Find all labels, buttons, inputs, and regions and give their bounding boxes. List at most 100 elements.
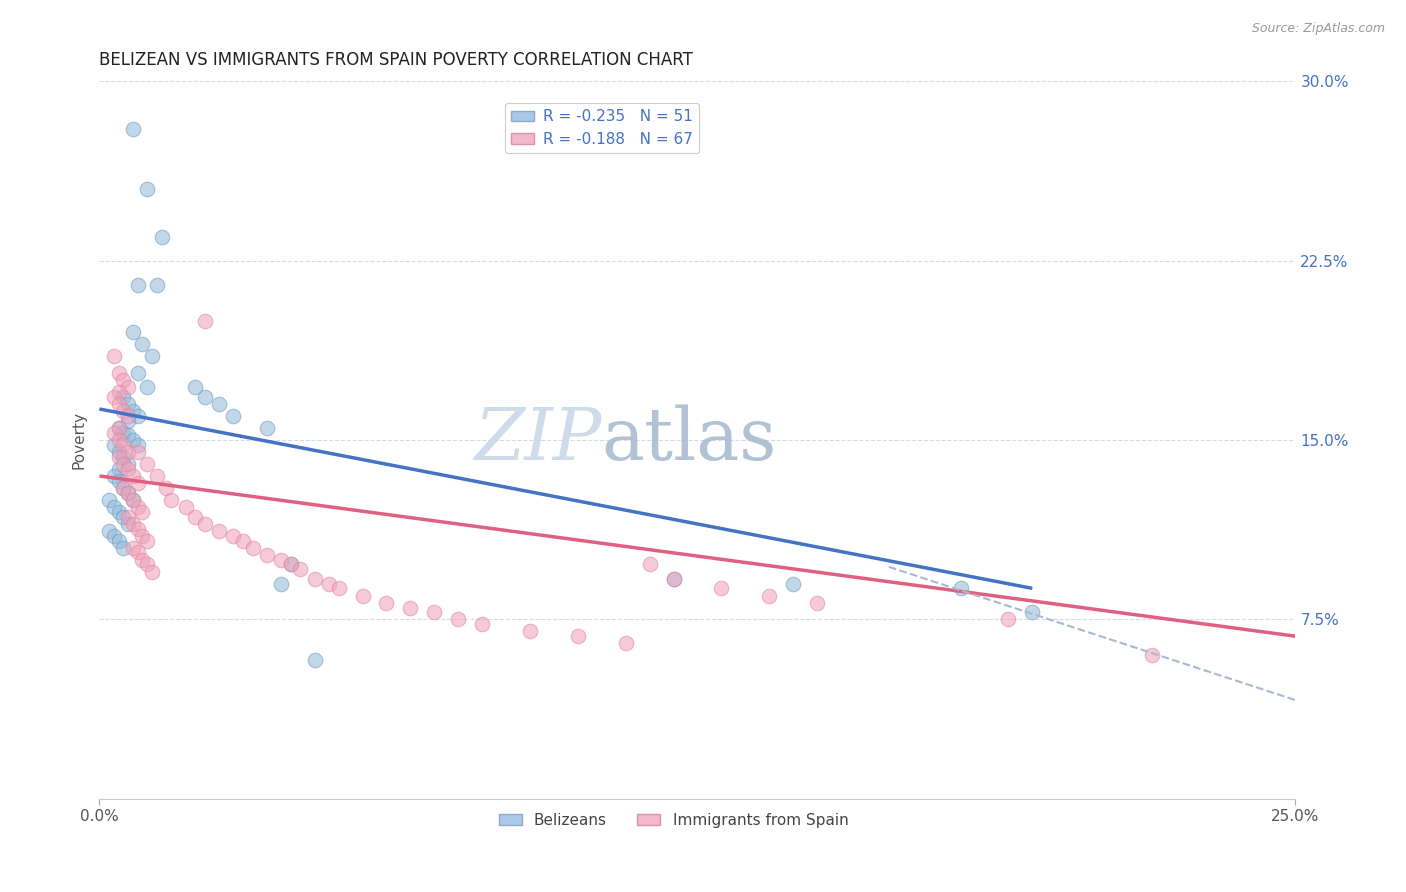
Point bbox=[194, 390, 217, 404]
Legend: Belizeans, Immigrants from Spain: Belizeans, Immigrants from Spain bbox=[492, 807, 855, 834]
Point bbox=[447, 612, 470, 626]
Point bbox=[423, 605, 446, 619]
Point bbox=[1140, 648, 1163, 663]
Point bbox=[519, 624, 541, 639]
Point bbox=[98, 524, 121, 538]
Point bbox=[184, 380, 207, 394]
Point bbox=[328, 582, 350, 596]
Point bbox=[290, 562, 312, 576]
Point bbox=[107, 385, 129, 400]
Point bbox=[112, 481, 135, 495]
Point bbox=[146, 277, 169, 292]
Point bbox=[127, 366, 149, 380]
Point bbox=[122, 492, 145, 507]
Point bbox=[122, 516, 145, 531]
Point bbox=[117, 485, 139, 500]
Point bbox=[136, 533, 159, 548]
Text: atlas: atlas bbox=[602, 405, 778, 475]
Point bbox=[127, 438, 149, 452]
Point bbox=[256, 548, 278, 562]
Point bbox=[131, 552, 153, 566]
Point bbox=[117, 397, 139, 411]
Point bbox=[112, 450, 135, 464]
Point bbox=[280, 558, 302, 572]
Point bbox=[107, 533, 129, 548]
Y-axis label: Poverty: Poverty bbox=[72, 411, 86, 469]
Point bbox=[146, 469, 169, 483]
Point bbox=[112, 509, 135, 524]
Point bbox=[270, 576, 292, 591]
Point bbox=[352, 589, 374, 603]
Point bbox=[103, 425, 125, 440]
Point bbox=[117, 462, 139, 476]
Point bbox=[107, 421, 129, 435]
Point bbox=[127, 500, 149, 514]
Point bbox=[107, 445, 129, 459]
Point bbox=[103, 500, 125, 514]
Point bbox=[122, 492, 145, 507]
Point bbox=[107, 433, 129, 447]
Point bbox=[270, 552, 292, 566]
Point bbox=[758, 589, 780, 603]
Point bbox=[1021, 605, 1043, 619]
Point bbox=[222, 529, 245, 543]
Point bbox=[107, 474, 129, 488]
Point bbox=[375, 596, 398, 610]
Point bbox=[112, 390, 135, 404]
Point bbox=[107, 366, 129, 380]
Point bbox=[117, 428, 139, 442]
Point bbox=[710, 582, 733, 596]
Point bbox=[117, 516, 139, 531]
Point bbox=[997, 612, 1019, 626]
Point bbox=[136, 457, 159, 471]
Point bbox=[107, 505, 129, 519]
Point bbox=[242, 541, 264, 555]
Point bbox=[567, 629, 589, 643]
Point bbox=[160, 492, 183, 507]
Point bbox=[471, 617, 494, 632]
Point bbox=[112, 425, 135, 440]
Point bbox=[103, 350, 125, 364]
Point bbox=[122, 433, 145, 447]
Point bbox=[112, 373, 135, 387]
Point bbox=[638, 558, 661, 572]
Point bbox=[107, 450, 129, 464]
Text: BELIZEAN VS IMMIGRANTS FROM SPAIN POVERTY CORRELATION CHART: BELIZEAN VS IMMIGRANTS FROM SPAIN POVERT… bbox=[100, 51, 693, 69]
Point bbox=[399, 600, 422, 615]
Point bbox=[127, 277, 149, 292]
Text: Source: ZipAtlas.com: Source: ZipAtlas.com bbox=[1251, 22, 1385, 36]
Point bbox=[122, 404, 145, 418]
Point bbox=[194, 313, 217, 327]
Point bbox=[103, 390, 125, 404]
Point bbox=[117, 409, 139, 424]
Point bbox=[122, 122, 145, 136]
Point bbox=[122, 469, 145, 483]
Point bbox=[107, 421, 129, 435]
Point bbox=[112, 481, 135, 495]
Point bbox=[117, 485, 139, 500]
Point bbox=[117, 414, 139, 428]
Point bbox=[131, 505, 153, 519]
Point bbox=[127, 522, 149, 536]
Point bbox=[131, 337, 153, 351]
Point bbox=[127, 476, 149, 491]
Point bbox=[155, 481, 177, 495]
Point bbox=[208, 397, 231, 411]
Point bbox=[184, 509, 207, 524]
Point bbox=[614, 636, 637, 650]
Point bbox=[232, 533, 254, 548]
Point bbox=[107, 462, 129, 476]
Text: ZIP: ZIP bbox=[474, 405, 602, 475]
Point bbox=[222, 409, 245, 424]
Point bbox=[117, 509, 139, 524]
Point bbox=[103, 529, 125, 543]
Point bbox=[782, 576, 804, 591]
Point bbox=[280, 558, 302, 572]
Point bbox=[141, 565, 163, 579]
Point bbox=[662, 572, 685, 586]
Point bbox=[127, 545, 149, 559]
Point bbox=[117, 457, 139, 471]
Point bbox=[103, 438, 125, 452]
Point bbox=[318, 576, 340, 591]
Point bbox=[194, 516, 217, 531]
